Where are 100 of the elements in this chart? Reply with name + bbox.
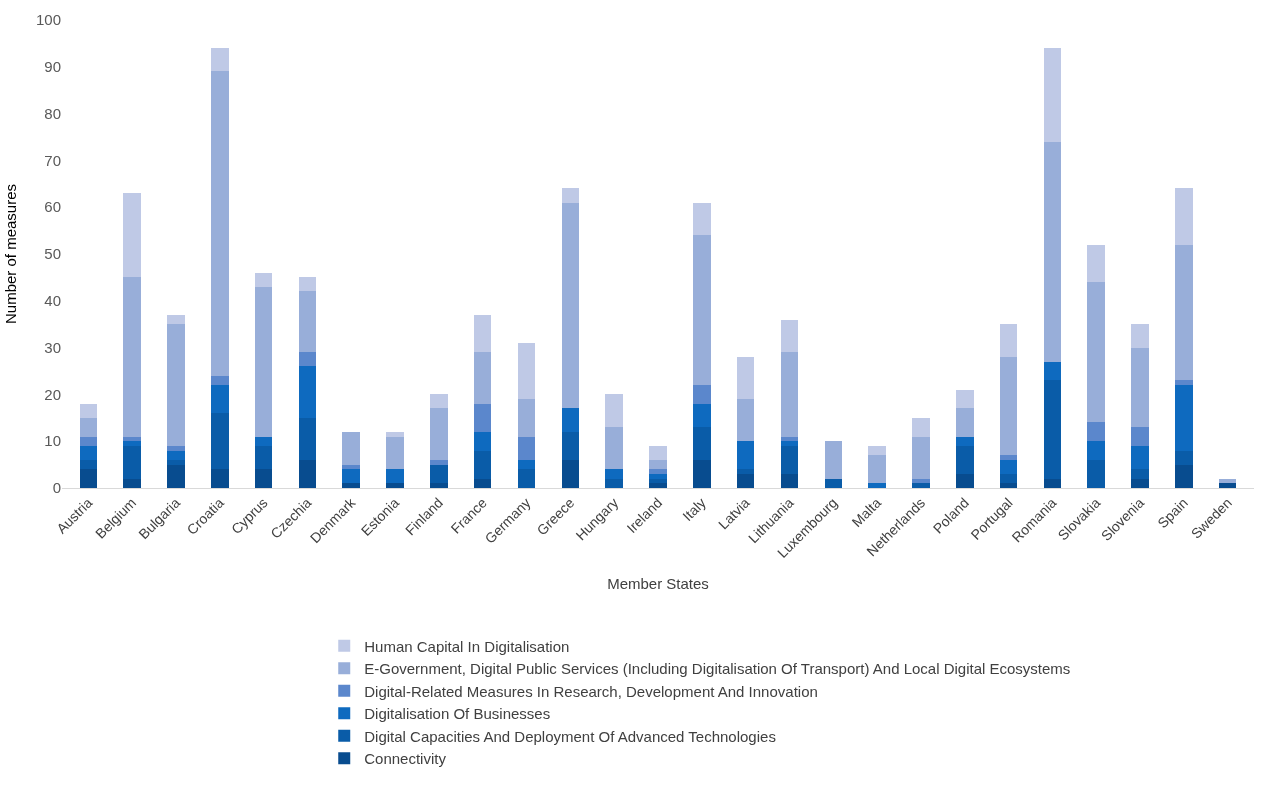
bar	[517, 469, 536, 488]
y-tick-label: 70	[44, 151, 61, 169]
y-tick-label: 40	[44, 292, 61, 310]
bar	[517, 436, 536, 460]
bar	[649, 473, 667, 479]
bar	[430, 459, 448, 465]
bar	[736, 473, 755, 488]
bar	[1175, 450, 1193, 465]
bar	[298, 459, 317, 488]
bar	[167, 464, 185, 488]
bar	[1131, 347, 1149, 428]
bar	[824, 441, 843, 479]
legend-label: E-Government, Digital Public Services (Including Digitalisation Of Transport) And Local Digital Ecosystems	[364, 660, 1071, 678]
bar	[1087, 282, 1105, 423]
legend-label: Digital-Related Measures In Research, Development And Innovation	[364, 682, 818, 700]
bar	[254, 436, 273, 446]
bar	[1131, 445, 1149, 470]
legend-label: Digital Capacities And Deployment Of Advanced Technologies	[364, 727, 776, 745]
bar	[79, 403, 98, 418]
bar	[561, 188, 580, 203]
legend-label: Connectivity	[364, 750, 447, 768]
bar	[736, 356, 755, 400]
bar	[1087, 244, 1105, 283]
bar	[999, 483, 1018, 488]
bar	[342, 483, 360, 488]
bar	[386, 436, 404, 470]
x-axis-title: Member States	[607, 574, 709, 592]
y-tick-label: 80	[44, 104, 61, 122]
bar	[79, 417, 98, 437]
bar	[1175, 380, 1193, 386]
bar	[211, 375, 229, 386]
bar	[649, 483, 667, 488]
bar	[605, 469, 623, 479]
bar	[167, 324, 185, 446]
bar	[1218, 483, 1237, 488]
bar	[999, 473, 1018, 484]
bar	[211, 413, 229, 470]
bar	[605, 478, 623, 488]
bar	[561, 459, 580, 488]
bar	[211, 469, 229, 488]
y-tick-label: 60	[44, 198, 61, 216]
bar	[1175, 188, 1193, 245]
bar	[1175, 244, 1193, 381]
bar	[254, 469, 273, 488]
bar	[123, 441, 141, 446]
bar	[517, 459, 536, 470]
y-tick-label: 10	[44, 432, 61, 450]
bar	[254, 445, 273, 470]
bar	[999, 356, 1018, 456]
bar	[912, 483, 930, 488]
bar	[298, 352, 317, 367]
bar	[1043, 48, 1062, 142]
bar	[1043, 141, 1062, 362]
bar	[693, 385, 711, 404]
bar	[1087, 459, 1105, 488]
bar	[298, 366, 317, 418]
bar	[386, 483, 404, 488]
bar	[999, 459, 1018, 474]
bar	[473, 431, 492, 451]
bar	[167, 445, 185, 451]
bar	[736, 441, 755, 470]
x-tick-label: Italy	[679, 494, 709, 525]
bar	[386, 431, 404, 437]
bar	[473, 450, 492, 479]
bar	[956, 408, 974, 437]
bar	[1043, 478, 1062, 488]
bar	[736, 469, 755, 474]
bar	[693, 427, 711, 460]
bar	[473, 403, 492, 432]
bar	[780, 319, 799, 353]
bar	[868, 445, 886, 456]
bar	[123, 193, 141, 278]
y-tick-label: 100	[35, 11, 61, 29]
legend-label: Human Capital In Digitalisation	[364, 637, 570, 655]
bar	[999, 324, 1018, 357]
bar	[561, 202, 580, 409]
bar	[473, 352, 492, 404]
bar	[298, 291, 317, 353]
bar	[999, 455, 1018, 460]
bar	[956, 389, 974, 409]
bar	[473, 314, 492, 353]
bar	[123, 445, 141, 479]
y-tick-label: 0	[52, 479, 61, 497]
bar	[561, 408, 580, 432]
bar	[211, 385, 229, 414]
bar	[123, 478, 141, 488]
bar	[473, 478, 492, 488]
bar	[167, 314, 185, 325]
bar	[649, 459, 667, 470]
bar	[561, 431, 580, 460]
bar	[167, 459, 185, 465]
bar	[517, 342, 536, 400]
bar	[342, 431, 360, 465]
bar	[1087, 422, 1105, 442]
bar	[605, 427, 623, 470]
bar	[693, 202, 711, 236]
y-tick-label: 90	[44, 58, 61, 76]
bar	[342, 469, 360, 484]
bar	[79, 445, 98, 460]
bar	[868, 483, 886, 488]
